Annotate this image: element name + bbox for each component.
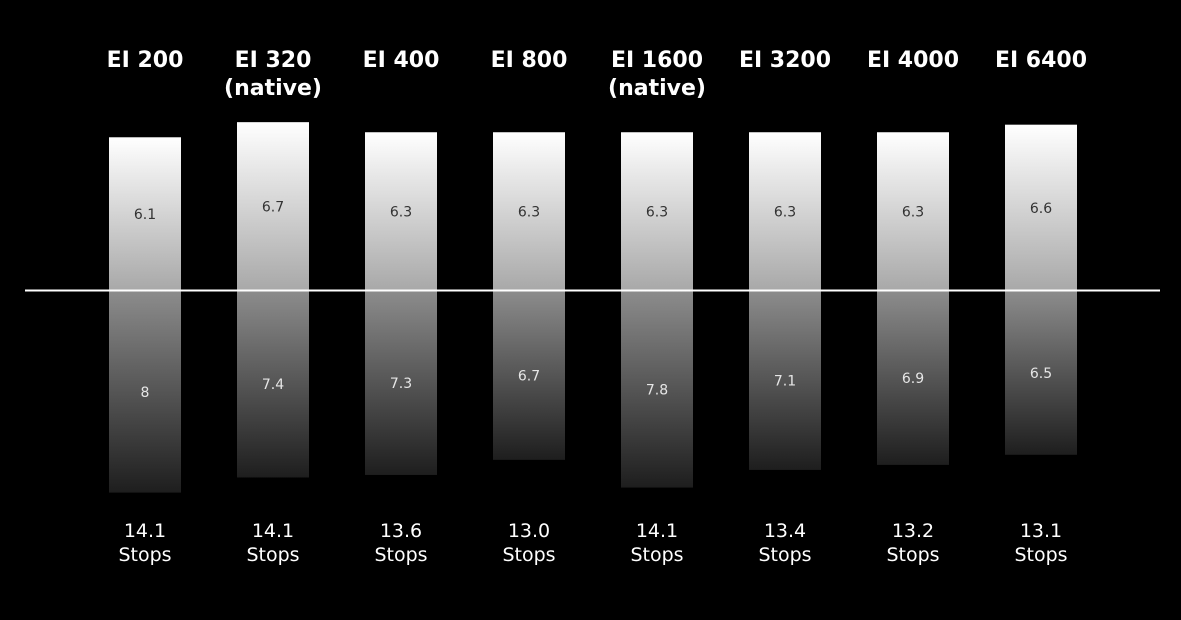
column-header: EI 4000 [867,48,959,73]
bar-below-baseline [1005,291,1077,455]
column-header: (native) [608,76,706,101]
bars-group: 6.1 8 6.7 7.4 6.3 7.3 6.3 6.7 6.3 7.8 6.3 7.1 6.3 6.9… [109,122,1077,493]
total-stops-value: 14.1 [636,520,678,542]
total-stops-value: 13.2 [892,520,934,542]
total-stops-labels: 14.1Stops14.1Stops13.6Stops13.0Stops14.1… [118,520,1067,566]
value-label-below: 8 [141,385,150,401]
bar-above-baseline [493,132,565,291]
bar-above-baseline [877,132,949,291]
total-stops-value: 13.0 [508,520,550,542]
total-stops-unit: Stops [1014,544,1067,566]
value-label-above: 6.3 [646,205,668,221]
value-label-above: 6.3 [518,205,540,221]
total-stops-unit: Stops [374,544,427,566]
value-label-below: 7.1 [774,373,796,389]
total-stops-unit: Stops [758,544,811,566]
total-stops-unit: Stops [246,544,299,566]
total-stops-value: 14.1 [252,520,294,542]
bar-above-baseline [365,132,437,291]
column-header: EI 1600 [611,48,703,73]
value-label-above: 6.3 [774,205,796,221]
total-stops-unit: Stops [502,544,555,566]
value-label-below: 7.8 [646,382,668,398]
total-stops-unit: Stops [630,544,683,566]
bar-below-baseline [237,291,309,478]
bar-below-baseline [877,291,949,465]
value-label-above: 6.6 [1030,201,1052,217]
column-header: EI 320 [235,48,312,73]
column-header: EI 6400 [995,48,1087,73]
value-label-below: 7.3 [390,376,412,392]
bar-above-baseline [1005,124,1077,292]
bar-below-baseline [493,291,565,460]
value-label-below: 6.7 [518,368,540,384]
column-headers: EI 200 EI 320 (native) EI 400 EI 800 EI 1600 (… [107,48,1087,101]
total-stops-value: 13.1 [1020,520,1062,542]
bar-above-baseline [109,137,181,291]
bar-above-baseline [237,122,309,291]
bar-below-baseline [749,291,821,470]
bar-above-baseline [621,132,693,291]
value-label-above: 6.7 [262,200,284,216]
value-label-below: 7.4 [262,377,284,393]
column-header: (native) [224,76,322,101]
bar-below-baseline [365,291,437,475]
column-header: EI 200 [107,48,184,73]
column-header: EI 3200 [739,48,831,73]
column-header: EI 400 [363,48,440,73]
total-stops-unit: Stops [118,544,171,566]
bar-above-baseline [749,132,821,291]
bar-below-baseline [109,291,181,493]
bar-below-baseline [621,291,693,488]
value-label-below: 6.9 [902,371,924,387]
value-label-below: 6.5 [1030,366,1052,382]
column-header: EI 800 [491,48,568,73]
value-label-above: 6.3 [902,205,924,221]
value-label-above: 6.3 [390,205,412,221]
total-stops-value: 13.6 [380,520,422,542]
total-stops-unit: Stops [886,544,939,566]
total-stops-value: 13.4 [764,520,806,542]
total-stops-value: 14.1 [124,520,166,542]
value-label-above: 6.1 [134,207,156,223]
